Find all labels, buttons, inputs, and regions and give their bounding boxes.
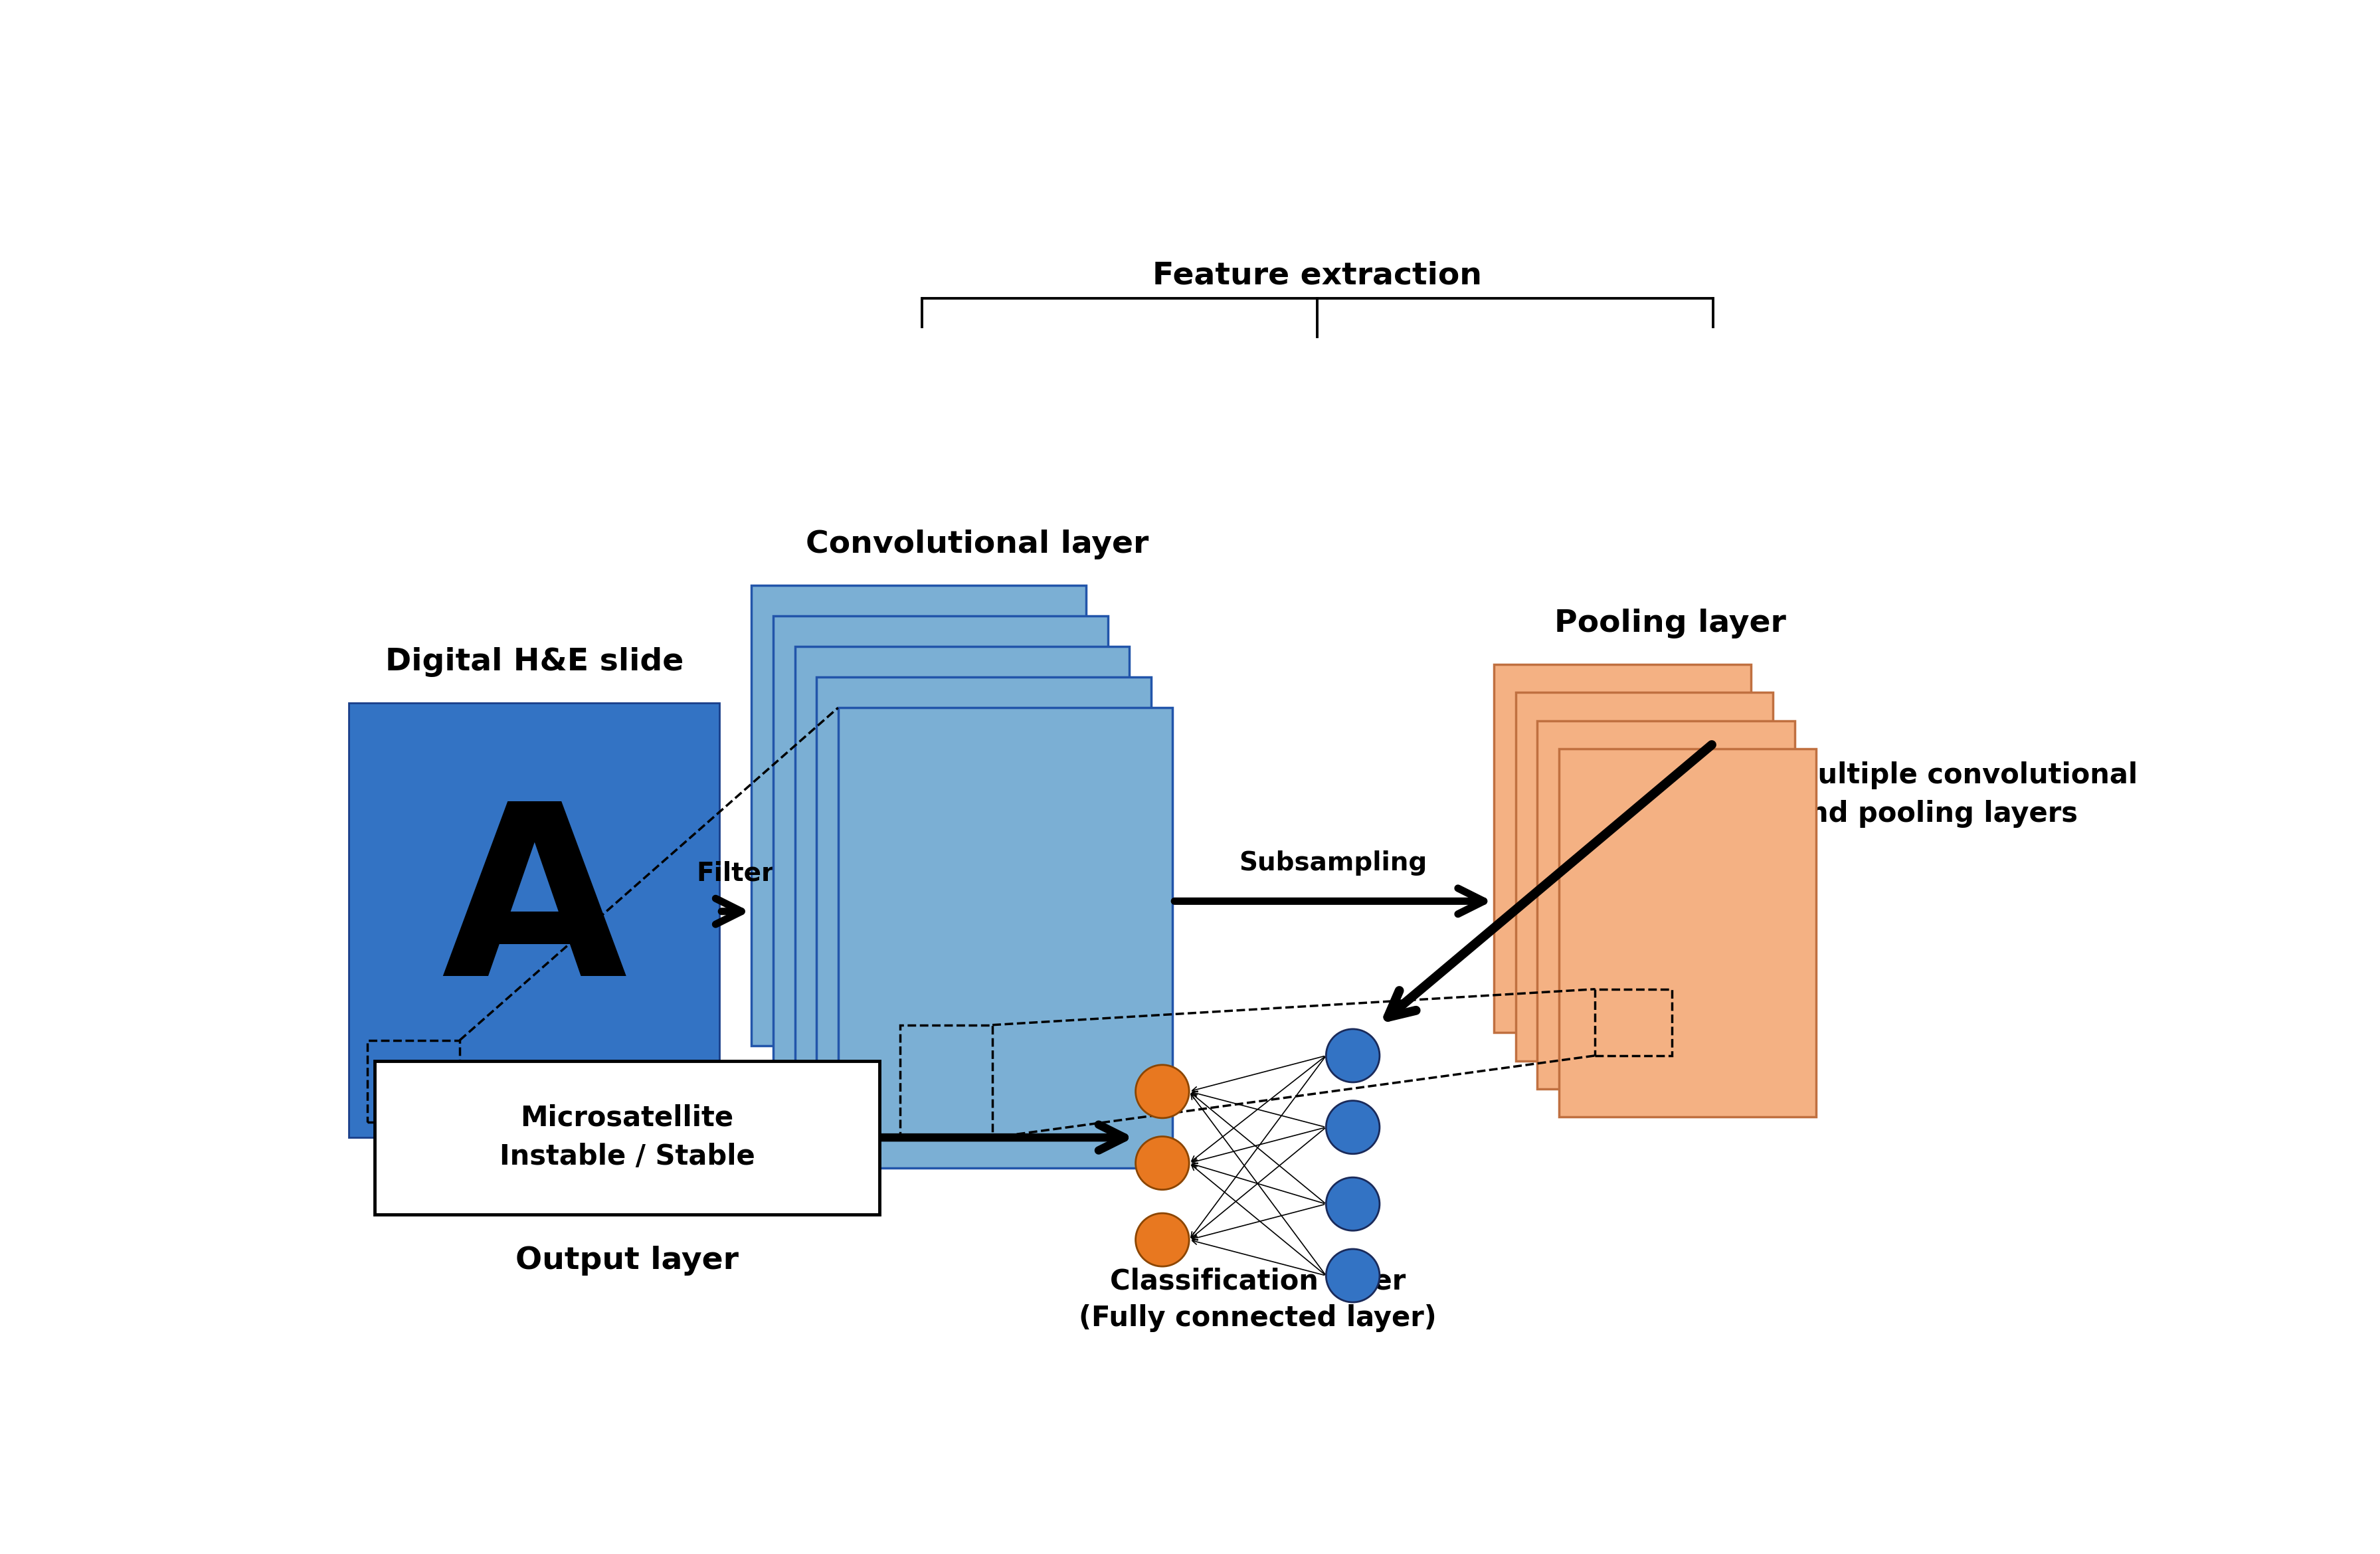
Bar [774, 615, 1107, 1075]
Text: Multiple convolutional
and pooling layers: Multiple convolutional and pooling layer… [1790, 761, 2137, 828]
Text: Pooling layer: Pooling layer [1554, 609, 1787, 639]
Text: Output layer: Output layer [516, 1246, 738, 1276]
Text: Classification layer
(Fully connected layer): Classification layer (Fully connected la… [1078, 1268, 1438, 1332]
Bar [1537, 721, 1795, 1089]
Circle shape [1135, 1064, 1190, 1117]
Circle shape [1326, 1249, 1380, 1302]
Bar [1516, 693, 1773, 1061]
Circle shape [1326, 1029, 1380, 1082]
Bar [367, 1040, 459, 1122]
Bar [795, 646, 1130, 1106]
Bar [752, 584, 1085, 1046]
Bar [350, 702, 719, 1138]
Bar [900, 1026, 992, 1138]
Bar [1595, 990, 1673, 1055]
Bar [838, 707, 1173, 1169]
Circle shape [1326, 1100, 1380, 1155]
Text: A: A [440, 794, 628, 1026]
Bar [374, 1061, 878, 1214]
Bar [1495, 664, 1752, 1032]
Text: Convolutional layer: Convolutional layer [807, 530, 1150, 559]
Bar [816, 678, 1152, 1138]
Text: Digital H&E slide: Digital H&E slide [386, 646, 683, 678]
Circle shape [1135, 1136, 1190, 1190]
Bar [1559, 749, 1816, 1117]
Text: Subsampling: Subsampling [1240, 850, 1428, 875]
Circle shape [1326, 1178, 1380, 1231]
Text: Microsatellite
Instable / Stable: Microsatellite Instable / Stable [500, 1105, 754, 1170]
Text: Filter: Filter [697, 861, 774, 886]
Text: Feature extraction: Feature extraction [1152, 261, 1483, 291]
Circle shape [1135, 1214, 1190, 1267]
